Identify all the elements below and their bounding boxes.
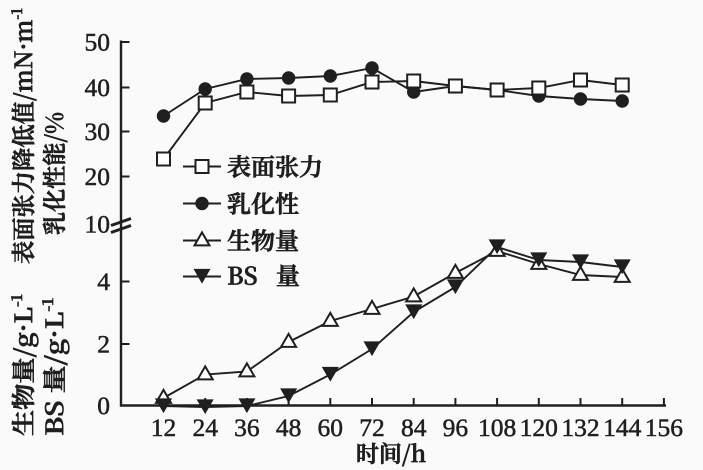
svg-text:50: 50 — [85, 28, 111, 57]
svg-text:36: 36 — [234, 413, 260, 442]
svg-text:12: 12 — [151, 413, 177, 442]
svg-text:60: 60 — [318, 413, 344, 442]
svg-text:4: 4 — [97, 267, 110, 296]
svg-text:0: 0 — [97, 391, 110, 420]
svg-text:10: 10 — [85, 210, 111, 239]
svg-text:2: 2 — [97, 330, 110, 359]
svg-text:144: 144 — [603, 413, 642, 442]
svg-text:24: 24 — [192, 413, 218, 442]
svg-text:96: 96 — [443, 413, 469, 442]
svg-text:108: 108 — [478, 413, 516, 442]
svg-text:20: 20 — [85, 162, 111, 191]
svg-text:72: 72 — [359, 413, 385, 442]
svg-text:156: 156 — [645, 413, 683, 442]
svg-text:40: 40 — [85, 73, 111, 102]
svg-text:120: 120 — [520, 413, 558, 442]
svg-text:30: 30 — [85, 117, 111, 146]
svg-text:84: 84 — [401, 413, 427, 442]
svg-text:48: 48 — [276, 413, 302, 442]
svg-text:132: 132 — [561, 413, 599, 442]
